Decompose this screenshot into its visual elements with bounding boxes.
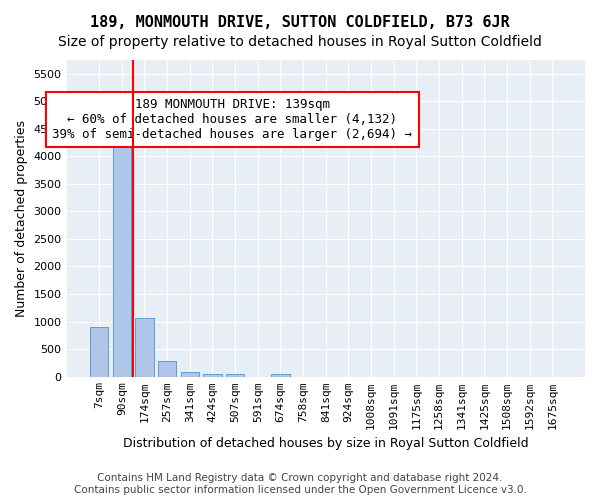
Bar	[203, 374, 221, 376]
Text: Size of property relative to detached houses in Royal Sutton Coldfield: Size of property relative to detached ho…	[58, 35, 542, 49]
Bar	[90, 327, 108, 376]
Bar	[136, 318, 154, 376]
Text: 189 MONMOUTH DRIVE: 139sqm
← 60% of detached houses are smaller (4,132)
39% of s: 189 MONMOUTH DRIVE: 139sqm ← 60% of deta…	[52, 98, 412, 141]
Text: 189, MONMOUTH DRIVE, SUTTON COLDFIELD, B73 6JR: 189, MONMOUTH DRIVE, SUTTON COLDFIELD, B…	[90, 15, 510, 30]
Bar	[181, 372, 199, 376]
Bar	[158, 360, 176, 376]
Bar	[113, 126, 131, 376]
Bar	[271, 374, 290, 376]
Bar	[226, 374, 244, 376]
Y-axis label: Number of detached properties: Number of detached properties	[15, 120, 28, 317]
X-axis label: Distribution of detached houses by size in Royal Sutton Coldfield: Distribution of detached houses by size …	[123, 437, 529, 450]
Text: Contains HM Land Registry data © Crown copyright and database right 2024.
Contai: Contains HM Land Registry data © Crown c…	[74, 474, 526, 495]
